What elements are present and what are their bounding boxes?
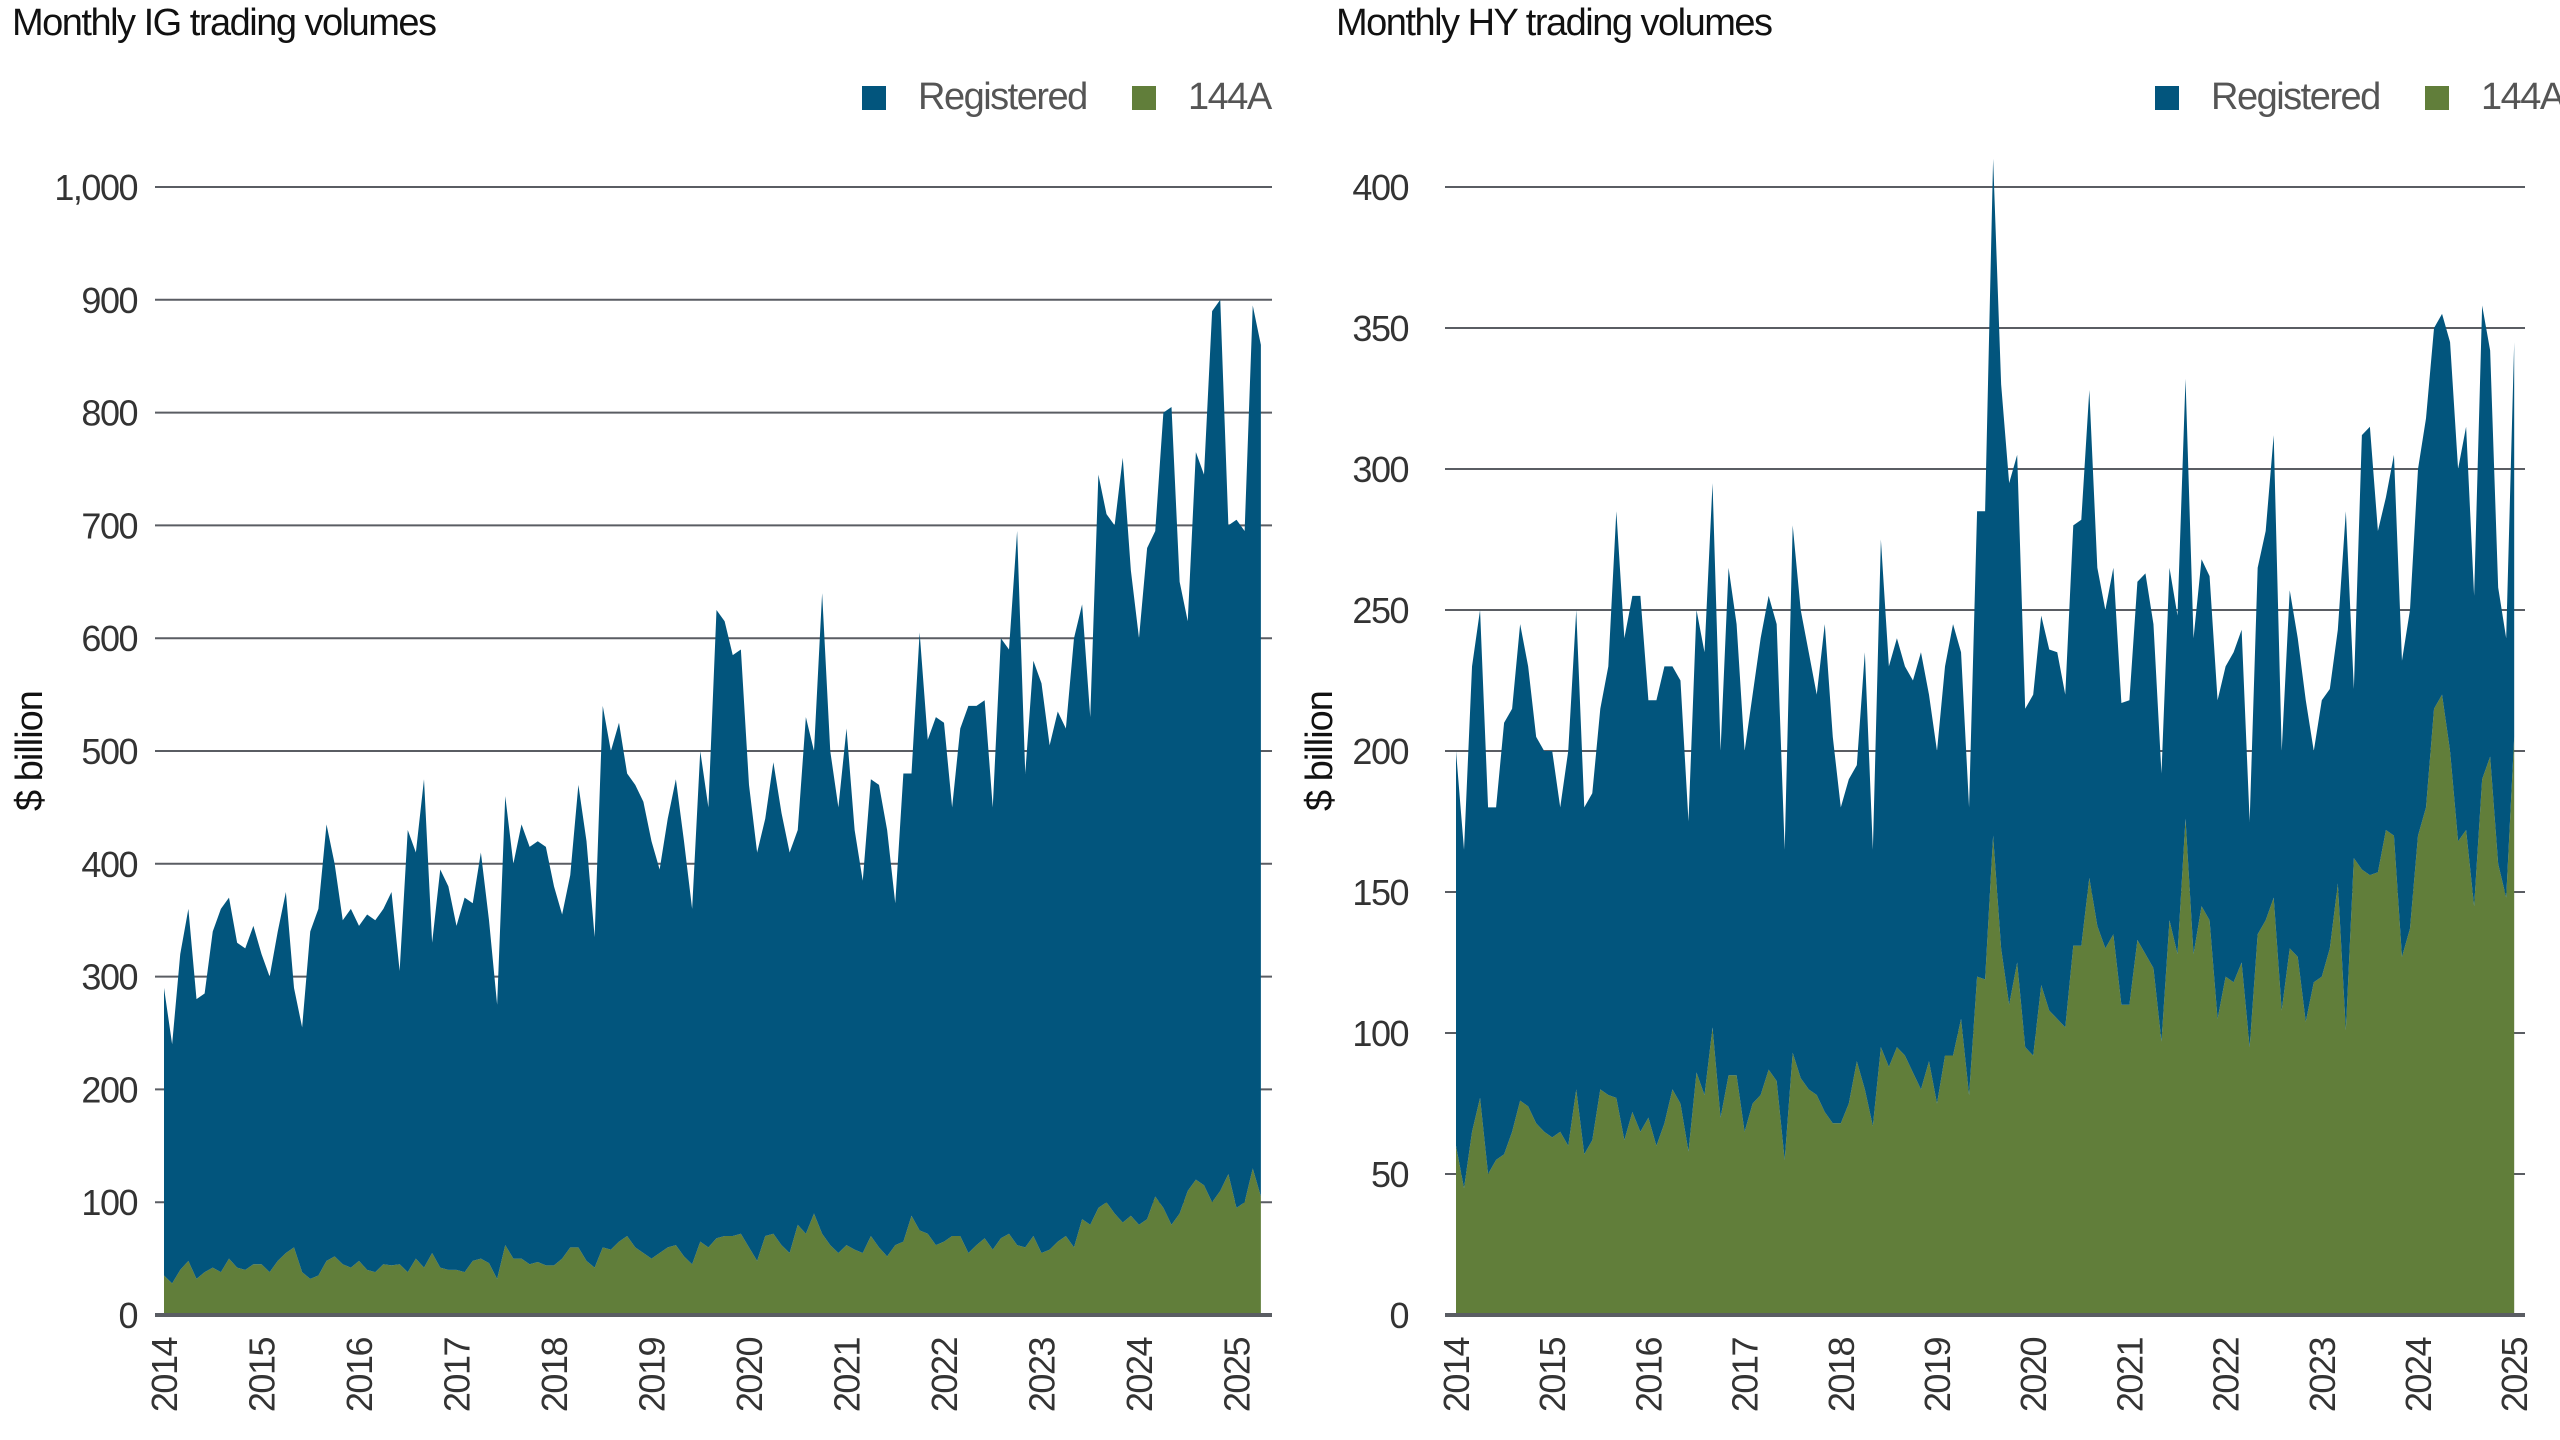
ig-y-tick-label: 1,000	[54, 167, 137, 208]
ig-x-tick-label: 2021	[827, 1338, 868, 1413]
hy-x-tick-label: 2020	[2013, 1338, 2054, 1413]
ig-y-tick-label: 200	[81, 1069, 137, 1110]
ig-legend-registered: Registered	[862, 76, 1088, 119]
ig-y-tick-label: 0	[118, 1295, 137, 1336]
hy-y-tick-label: 350	[1352, 308, 1408, 349]
ig-x-tick-label: 2016	[339, 1338, 380, 1413]
ig-x-tick-label: 2015	[242, 1338, 283, 1413]
ig-x-tick-label: 2014	[144, 1338, 185, 1413]
144a-swatch-icon	[2425, 85, 2449, 110]
hy-y-axis-label: $ billion	[1299, 691, 1341, 811]
hy-legend-registered: Registered	[2155, 76, 2381, 119]
hy-y-tick-label: 250	[1352, 590, 1408, 631]
ig-y-tick-label: 800	[81, 393, 137, 434]
legend-label: 144A	[2481, 76, 2560, 118]
registered-swatch-icon	[2155, 85, 2179, 110]
ig-y-tick-label: 300	[81, 957, 137, 998]
ig-y-tick-label: 600	[81, 618, 137, 659]
hy-area-registered	[1456, 158, 2515, 1189]
hy-chart-title: Monthly HY trading volumes	[1336, 2, 1773, 44]
ig-chart-title: Monthly IG trading volumes	[12, 2, 437, 44]
ig-y-axis-label: $ billion	[9, 691, 51, 811]
ig-y-tick-label: 400	[81, 844, 137, 885]
hy-y-tick-label: 0	[1389, 1295, 1408, 1336]
hy-x-tick-label: 2017	[1725, 1338, 1766, 1413]
legend-label: Registered	[2211, 76, 2381, 118]
ig-area-registered	[164, 299, 1261, 1284]
registered-swatch-icon	[862, 85, 886, 110]
ig-x-tick-label: 2024	[1119, 1338, 1160, 1413]
hy-x-tick-label: 2023	[2302, 1338, 2343, 1413]
hy-x-tick-label: 2015	[1532, 1338, 1573, 1413]
legend-label: 144A	[1188, 76, 1272, 118]
ig-x-tick-label: 2025	[1217, 1338, 1258, 1413]
hy-y-tick-label: 300	[1352, 449, 1408, 490]
ig-y-tick-label: 500	[81, 731, 137, 772]
hy-y-tick-label: 150	[1352, 872, 1408, 913]
legend-label: Registered	[918, 76, 1088, 118]
144a-swatch-icon	[1132, 85, 1156, 110]
hy-area-144a	[1456, 694, 2515, 1315]
hy-x-tick-label: 2021	[2109, 1338, 2150, 1413]
hy-x-tick-label: 2025	[2494, 1338, 2535, 1413]
ig-y-tick-label: 900	[81, 280, 137, 321]
hy-x-tick-label: 2022	[2206, 1338, 2247, 1413]
ig-y-tick-label: 100	[81, 1182, 137, 1223]
ig-x-tick-label: 2022	[924, 1338, 965, 1413]
ig-x-tick-label: 2019	[632, 1338, 673, 1413]
hy-x-tick-label: 2016	[1628, 1338, 1669, 1413]
hy-x-tick-label: 2018	[1821, 1338, 1862, 1413]
ig-x-tick-label: 2017	[437, 1338, 478, 1413]
ig-x-tick-label: 2018	[534, 1338, 575, 1413]
ig-x-tick-label: 2020	[729, 1338, 770, 1413]
ig-area-144a	[164, 1168, 1261, 1315]
hy-x-tick-label: 2019	[1917, 1338, 1958, 1413]
hy-legend-144a: 144A	[2425, 76, 2560, 119]
ig-y-tick-label: 700	[81, 505, 137, 546]
hy-y-tick-label: 200	[1352, 731, 1408, 772]
hy-y-tick-label: 50	[1371, 1154, 1409, 1195]
ig-x-tick-label: 2023	[1022, 1338, 1063, 1413]
hy-x-tick-label: 2014	[1436, 1338, 1477, 1413]
ig-legend-144a: 144A	[1132, 76, 1272, 119]
hy-y-tick-label: 400	[1352, 167, 1408, 208]
hy-y-tick-label: 100	[1352, 1013, 1408, 1054]
hy-x-tick-label: 2024	[2398, 1338, 2439, 1413]
